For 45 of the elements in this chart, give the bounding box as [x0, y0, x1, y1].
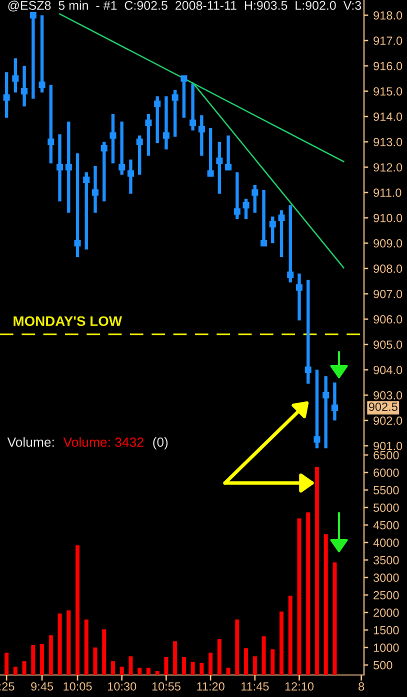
x-tick-label: 12:10 [285, 682, 314, 691]
annotation: Volume: [7, 437, 54, 447]
x-tick-label: 10:05 [64, 682, 92, 691]
y-tick-label: 912.0 [374, 163, 402, 172]
y2-tick-label: 1500 [374, 626, 399, 634]
y-tick-label: 906.0 [374, 315, 402, 324]
y-tick-label: 909.0 [374, 239, 402, 248]
x-tick-label: 9:45 [31, 682, 54, 691]
y-tick-label: 913.0 [374, 138, 402, 146]
y-tick-label: 902.0 [374, 416, 402, 425]
y-tick-label: 910.0 [374, 214, 402, 222]
y-tick-label: 908.0 [374, 264, 402, 273]
x-tick-label: 10:30 [108, 682, 136, 691]
y2-tick-label: 4500 [373, 521, 399, 530]
y-tick-label: 904.0 [374, 366, 402, 374]
y2-tick-label: 500 [374, 661, 392, 670]
y2-tick-label: 4000 [373, 538, 399, 547]
y-tick-label: 907.0 [374, 290, 402, 298]
y-tick-label: 915.0 [374, 87, 402, 96]
x-tick-label: 11:20 [197, 682, 224, 691]
y-tick-label: 914.0 [374, 112, 402, 121]
chart-title: @ESZ8 5 min - #1 C:902.5 2008-11-11 H:903.5 L:902.0 V:3 [8, 0, 362, 12]
y2-tick-label: 2000 [374, 608, 399, 617]
y2-tick-label: 6000 [374, 468, 399, 477]
y-tick-label: 911.0 [374, 188, 402, 197]
y2-tick-label: 3000 [373, 574, 399, 582]
x-tick-label: 10:55 [152, 682, 180, 691]
text: Volume: 3432 [63, 437, 144, 447]
y2-tick-label: 6500 [374, 451, 399, 460]
y2-tick-label: 1000 [374, 644, 399, 652]
x-tick-label: 8 [358, 682, 364, 691]
y2-tick-label: 3500 [373, 556, 399, 564]
y-tick-label: 916.0 [374, 62, 402, 70]
y-tick-label: 917.0 [374, 36, 402, 45]
annotation: (0) [153, 437, 168, 450]
text: 902.5 [368, 402, 398, 411]
y2-tick-label: 5000 [374, 504, 399, 512]
x-tick-label: 11:45 [241, 682, 269, 691]
y-tick-label: 903.0 [374, 391, 402, 400]
y2-tick-label: 2500 [374, 591, 399, 600]
ref-line-label: MONDAY'S LOW [14, 316, 122, 326]
y-tick-label: 905.0 [374, 340, 402, 349]
y2-tick-label: 5500 [374, 486, 399, 494]
y-tick-label: 901.0 [374, 442, 402, 450]
y-tick-label: 918.0 [374, 11, 402, 20]
